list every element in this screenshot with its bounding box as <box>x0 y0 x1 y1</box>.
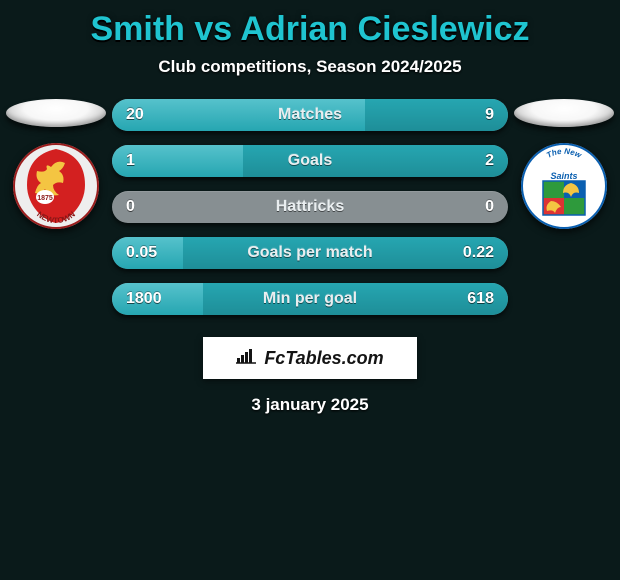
player-left-column: 1875 NEWTOWN <box>6 99 106 229</box>
stat-left-segment: 1800 <box>112 283 203 315</box>
stat-left-value: 0.05 <box>126 244 157 262</box>
club-badge-right: The New Saints <box>521 143 607 229</box>
stat-right-segment: 0.22 <box>183 237 508 269</box>
comparison-infographic: Smith vs Adrian Cieslewicz Club competit… <box>0 0 620 415</box>
stat-bar: 1800618Min per goal <box>112 283 508 315</box>
stat-right-value: 2 <box>485 152 494 170</box>
svg-text:Saints: Saints <box>550 171 577 181</box>
subtitle: Club competitions, Season 2024/2025 <box>0 57 620 77</box>
newtown-badge-icon: 1875 NEWTOWN <box>13 143 99 229</box>
stat-bar: 0.050.22Goals per match <box>112 237 508 269</box>
stat-bar: 00Hattricks <box>112 191 508 223</box>
stat-left-value: 1800 <box>126 290 162 308</box>
stat-right-segment: 618 <box>203 283 508 315</box>
stat-left-segment: 0.05 <box>112 237 183 269</box>
stat-right-value: 0 <box>485 198 494 216</box>
stat-left-segment: 20 <box>112 99 365 131</box>
stat-bar: 209Matches <box>112 99 508 131</box>
stat-right-value: 0.22 <box>463 244 494 262</box>
stat-bar: 12Goals <box>112 145 508 177</box>
svg-text:1875: 1875 <box>37 195 53 202</box>
stat-right-segment: 9 <box>365 99 508 131</box>
player-right-pedestal <box>514 99 614 127</box>
date-text: 3 january 2025 <box>0 395 620 415</box>
stat-right-value: 9 <box>485 106 494 124</box>
player-left-pedestal <box>6 99 106 127</box>
stat-right-segment: 2 <box>243 145 508 177</box>
brand-logo: FcTables.com <box>203 337 417 379</box>
stat-left-segment: 0 <box>112 191 310 223</box>
stat-left-value: 20 <box>126 106 144 124</box>
stat-left-segment: 1 <box>112 145 243 177</box>
page-title: Smith vs Adrian Cieslewicz <box>0 10 620 49</box>
stat-right-value: 618 <box>467 290 494 308</box>
main-row: 1875 NEWTOWN 209Matches12Goals00Hattrick… <box>0 99 620 315</box>
stat-left-value: 0 <box>126 198 135 216</box>
player-right-column: The New Saints <box>514 99 614 229</box>
stat-left-value: 1 <box>126 152 135 170</box>
tns-badge-icon: The New Saints <box>521 143 607 229</box>
club-badge-left: 1875 NEWTOWN <box>13 143 99 229</box>
brand-text: FcTables.com <box>264 348 383 369</box>
chart-icon <box>236 348 256 369</box>
stat-bars: 209Matches12Goals00Hattricks0.050.22Goal… <box>112 99 508 315</box>
stat-right-segment: 0 <box>310 191 508 223</box>
